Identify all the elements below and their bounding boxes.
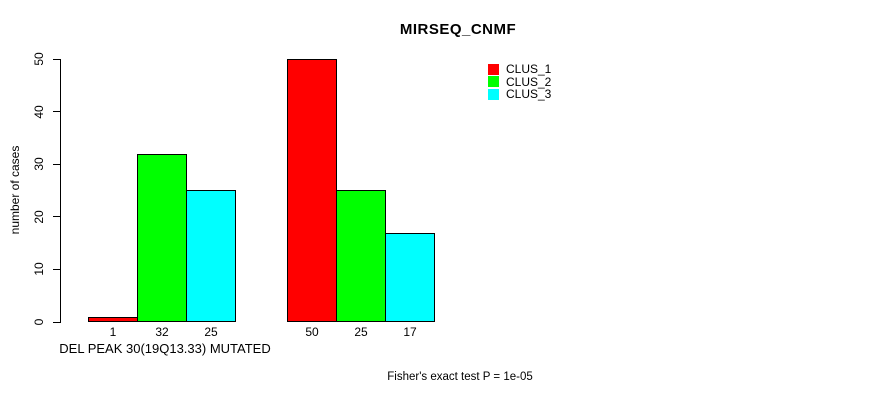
legend-row: CLUS_3 [488,87,552,102]
legend: CLUS_1 CLUS_2 CLUS_3 [488,62,552,102]
y-tick-label: 40 [32,104,46,119]
y-tick-label: 20 [32,210,46,224]
y-tick-label: 0 [32,318,46,326]
bar-clus_2-group1 [137,154,187,322]
legend-swatch-clus_3 [488,88,499,100]
y-axis-label: number of cases [8,145,22,235]
y-tick-mark [53,163,60,165]
legend-label: CLUS_3 [506,87,552,102]
y-tick-mark [53,321,60,323]
fisher-test-annotation: Fisher's exact test P = 1e-05 [387,371,533,383]
bar-value-label: 50 [305,325,319,339]
legend-swatch-clus_1 [488,63,499,75]
bar-value-label: 25 [354,325,368,339]
bar-clus_3-group2 [385,233,435,322]
legend-swatch-clus_2 [488,76,499,88]
y-tick-mark [53,216,60,218]
bar-clus_1-group2 [287,59,337,322]
bar-clus_2-group2 [336,190,386,322]
bar-value-label: 1 [109,325,117,339]
bar-value-label: 25 [204,325,218,339]
y-tick-label: 10 [32,262,46,277]
y-tick-mark [53,58,60,60]
bar-clus_1-group1 [88,317,138,322]
legend-row: CLUS_1 [488,62,552,77]
legend-row: CLUS_2 [488,74,552,89]
bar-clus_3-group1 [186,190,236,322]
legend-label: CLUS_2 [506,74,552,89]
legend-label: CLUS_1 [506,62,552,77]
y-tick-mark [53,111,60,113]
y-tick-label: 30 [32,157,46,171]
y-tick-mark [53,268,60,270]
bar-value-label: 32 [155,325,169,339]
x-axis-label: DEL PEAK 30(19Q13.33) MUTATED [59,341,271,356]
chart-title: MIRSEQ_CNMF [399,21,517,38]
bar-value-label: 17 [403,325,417,339]
y-tick-label: 50 [32,52,46,66]
y-axis-line [60,59,61,323]
